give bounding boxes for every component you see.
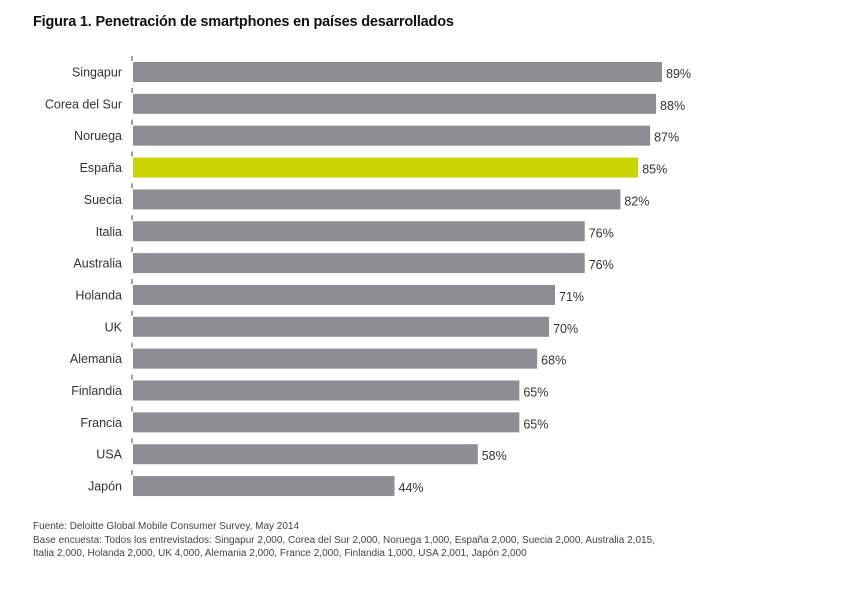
category-label: Australia <box>73 257 122 271</box>
data-label: 65% <box>523 417 548 431</box>
bar-9 <box>133 348 538 369</box>
category-label: España <box>80 161 122 175</box>
data-label: 58% <box>482 449 507 463</box>
bar-8 <box>133 316 550 337</box>
category-label: Japón <box>88 480 122 494</box>
data-label: 89% <box>666 67 691 81</box>
data-label: 87% <box>654 131 679 145</box>
data-label: 44% <box>399 481 424 495</box>
bar-chart: Singapur 89% Corea del Sur 88% Noruega 87% Esp… <box>45 56 691 497</box>
data-label: 76% <box>589 226 614 240</box>
category-label: Holanda <box>75 288 122 302</box>
bar-6 <box>133 253 585 274</box>
data-label: 71% <box>559 290 584 304</box>
category-label: Francia <box>80 416 122 430</box>
bar-11 <box>133 412 520 433</box>
category-label: Finlandia <box>71 384 122 398</box>
chart-title: Figura 1. Penetración de smartphones en … <box>33 14 454 30</box>
bar-1 <box>133 93 657 114</box>
bar-4 <box>133 189 621 210</box>
data-label: 65% <box>523 386 548 400</box>
category-label: Suecia <box>84 193 122 207</box>
bar-2 <box>133 125 651 146</box>
category-label: USA <box>96 448 122 462</box>
data-label: 85% <box>642 163 667 177</box>
data-label: 70% <box>553 322 578 336</box>
footnotes: Fuente: Deloitte Global Mobile Consumer … <box>33 520 655 561</box>
bar-10 <box>133 380 520 401</box>
bar-0 <box>133 62 662 82</box>
category-label: Alemania <box>70 352 122 366</box>
bar-5 <box>133 221 585 242</box>
data-label: 88% <box>660 99 685 113</box>
category-label: Corea del Sur <box>45 97 122 111</box>
bar-7 <box>133 284 556 305</box>
bar-12 <box>133 444 478 465</box>
bar-13 <box>133 476 395 497</box>
base-note-line-1: Base encuesta: Todos los entrevistados: … <box>33 534 655 546</box>
category-label: Noruega <box>74 129 122 143</box>
category-label: UK <box>105 320 123 334</box>
base-note-line-2: Italia 2,000, Holanda 2,000, UK 4,000, A… <box>33 548 527 559</box>
data-label: 76% <box>589 258 614 272</box>
data-label: 68% <box>541 354 566 368</box>
bar-3 <box>133 157 639 178</box>
data-label: 82% <box>624 194 649 208</box>
category-label: Italia <box>96 225 122 239</box>
category-label: Singapur <box>72 66 122 80</box>
source-note: Fuente: Deloitte Global Mobile Consumer … <box>33 521 300 532</box>
